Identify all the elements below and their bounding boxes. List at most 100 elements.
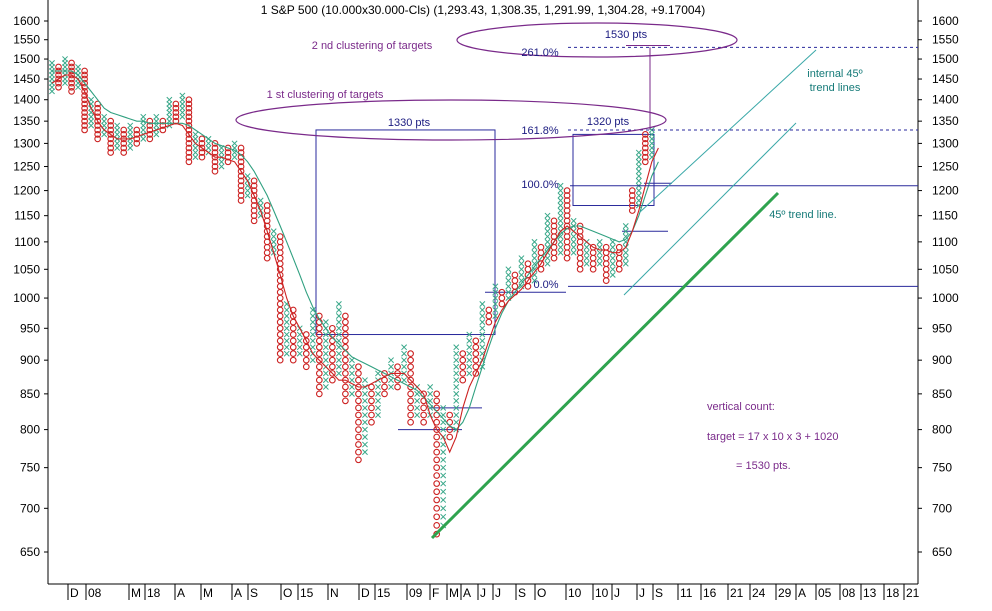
x-mark xyxy=(518,255,525,262)
x-mark xyxy=(479,337,486,344)
x-mark xyxy=(453,377,460,384)
o-mark xyxy=(641,158,649,166)
x-tick-label: 15 xyxy=(300,586,314,600)
o-mark xyxy=(211,167,219,175)
o-mark xyxy=(120,149,128,156)
x-tick-label: A xyxy=(177,586,185,600)
o-mark xyxy=(68,79,75,87)
x-mark xyxy=(492,295,499,302)
o-mark xyxy=(315,324,323,332)
x-mark xyxy=(296,344,303,351)
y-tick-label-left: 1500 xyxy=(13,52,40,66)
o-mark xyxy=(289,337,297,345)
x-mark xyxy=(309,357,316,364)
o-mark xyxy=(628,187,636,194)
x-mark xyxy=(466,370,473,377)
o-mark xyxy=(459,370,467,377)
y-tick-label-left: 900 xyxy=(20,353,40,367)
x-mark xyxy=(466,337,473,344)
x-mark xyxy=(335,325,342,332)
o-mark xyxy=(315,350,323,358)
x-mark xyxy=(270,228,277,235)
x-column xyxy=(114,122,121,151)
x-mark xyxy=(205,140,212,147)
o-column xyxy=(198,135,206,161)
x-mark xyxy=(622,260,629,267)
y-tick-label-right: 1250 xyxy=(932,160,959,174)
o-mark xyxy=(433,448,441,456)
x-mark xyxy=(362,449,368,456)
o-mark xyxy=(237,158,245,166)
x-mark xyxy=(505,271,512,278)
x-mark xyxy=(296,331,303,338)
x-mark xyxy=(322,337,329,344)
y-tick-label-left: 1200 xyxy=(13,184,40,198)
o-mark xyxy=(198,144,206,152)
x-mark xyxy=(453,412,460,418)
x-mark xyxy=(622,249,629,256)
x-tick-label: 10 xyxy=(568,586,582,600)
x-mark xyxy=(544,212,551,219)
x-mark xyxy=(557,192,564,199)
o-mark xyxy=(485,306,493,314)
o-mark xyxy=(407,411,414,419)
o-mark xyxy=(433,488,441,496)
fib-1618-label: 161.8% xyxy=(521,125,559,137)
o-mark xyxy=(342,331,349,338)
x-mark xyxy=(49,60,55,66)
x-mark xyxy=(309,319,316,326)
x-mark xyxy=(335,357,342,364)
o-mark xyxy=(107,140,115,147)
o-mark xyxy=(355,390,362,398)
x-mark xyxy=(166,113,173,120)
x-mark xyxy=(335,319,342,326)
x-mark xyxy=(635,158,642,165)
y-tick-label-left: 1300 xyxy=(13,136,40,150)
o-mark xyxy=(433,426,441,433)
o-column xyxy=(563,187,571,262)
x-mark xyxy=(544,238,551,245)
y-tick-label-right: 1150 xyxy=(932,209,958,223)
o-mark xyxy=(172,117,180,125)
y-tick-label-right: 1300 xyxy=(932,136,959,150)
target-1320-label: 1320 pts xyxy=(587,116,630,128)
x-column xyxy=(479,301,486,370)
o-mark xyxy=(68,75,75,83)
x-mark xyxy=(635,163,642,170)
o-mark xyxy=(433,513,441,521)
y-tick-label-right: 1550 xyxy=(932,33,959,47)
x-mark xyxy=(362,441,368,448)
o-column xyxy=(315,312,323,398)
x-column xyxy=(531,238,538,284)
x-mark xyxy=(401,357,408,364)
x-mark xyxy=(596,260,603,267)
x-tick-label: A xyxy=(798,586,806,600)
o-mark xyxy=(185,158,193,166)
x-tick-label: D xyxy=(361,586,370,600)
o-mark xyxy=(459,356,467,364)
x-mark xyxy=(596,238,603,245)
internal-trend-label-2: trend lines xyxy=(810,82,861,94)
x-mark xyxy=(375,412,381,418)
x-mark xyxy=(544,228,551,235)
x-mark xyxy=(453,384,460,390)
o-mark xyxy=(420,418,427,426)
x-mark xyxy=(544,217,551,224)
o-mark xyxy=(94,117,101,125)
x-mark xyxy=(244,187,251,194)
x-mark xyxy=(270,233,277,240)
vertical-count-line3: = 1530 pts. xyxy=(736,460,791,472)
o-mark xyxy=(615,243,623,251)
o-mark xyxy=(446,426,454,433)
o-mark xyxy=(133,126,141,134)
o-mark xyxy=(394,383,401,391)
x-tick-label: 11 xyxy=(680,586,693,600)
x-mark xyxy=(531,266,538,273)
x-mark xyxy=(231,154,238,161)
y-tick-label-left: 850 xyxy=(20,387,40,401)
o-mark xyxy=(433,433,441,441)
o-mark xyxy=(315,370,323,377)
o-mark xyxy=(211,149,219,156)
x-mark xyxy=(296,350,303,357)
